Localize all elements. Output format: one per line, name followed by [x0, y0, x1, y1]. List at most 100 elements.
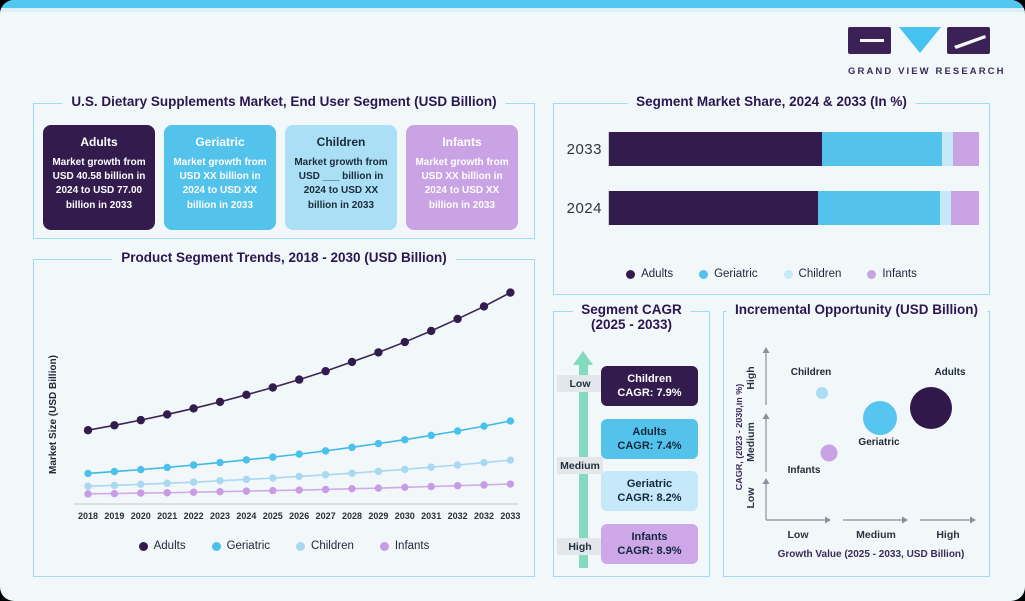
opportunity-y-tick-label: Low	[745, 487, 757, 509]
end-user-card-infants: Infants Market growth from USD XX billion…	[406, 125, 518, 230]
cagr-card-name: Geriatric	[626, 477, 673, 490]
trends-x-tick-label: 2022	[184, 511, 204, 521]
cagr-arrow-up-icon	[573, 351, 593, 365]
y-axis-arrow-icon	[762, 413, 770, 419]
trends-point-infants	[137, 489, 145, 497]
opportunity-x-tick-label: High	[936, 529, 959, 541]
share-legend-label: Geriatric	[714, 268, 758, 280]
trends-point-geriatric	[242, 456, 251, 464]
share-bars-area: 2033 2024	[562, 132, 979, 250]
end-user-card-title: Adults	[80, 135, 118, 149]
cagr-title-line1: Segment CAGR	[581, 302, 682, 317]
cagr-card-children: Children CAGR: 7.9%	[601, 366, 698, 406]
cagr-card-value: CAGR: 7.4%	[617, 440, 682, 452]
panel-incremental-opportunity: Incremental Opportunity (USD Billion) Hi…	[723, 302, 990, 577]
trends-point-geriatric	[453, 427, 462, 435]
trends-point-children	[348, 469, 356, 477]
cagr-card-name: Infants	[631, 530, 668, 543]
cagr-title-line2: (2025 - 2033)	[590, 317, 673, 332]
trends-point-children	[321, 471, 330, 479]
trends-legend-item-geriatric: Geriatric	[211, 540, 270, 552]
share-stacked-bar-2033	[608, 132, 979, 166]
geriatric-legend-dot	[699, 269, 709, 279]
trends-point-adults	[506, 288, 515, 297]
trends-point-geriatric	[374, 439, 383, 448]
x-axis-arrow-icon	[970, 516, 976, 524]
trends-point-adults	[268, 383, 277, 392]
opportunity-x-axis-title: Growth Value (2025 - 2033, USD Billion)	[778, 549, 965, 560]
share-legend: Adults Geriatric Children Infants	[554, 268, 989, 280]
x-axis-arrow-icon	[902, 516, 908, 524]
share-row-2033: 2033	[562, 132, 979, 166]
top-accent-strip-fade	[0, 8, 1025, 12]
opportunity-y-tick-label: High	[745, 366, 757, 389]
trends-y-axis-label: Market Size (USD Billion)	[48, 355, 59, 475]
trends-point-adults	[242, 390, 251, 400]
cagr-card-value: CAGR: 8.2%	[617, 492, 682, 504]
trends-point-children	[84, 482, 92, 490]
share-legend-label: Adults	[641, 268, 674, 280]
trends-point-children	[110, 481, 119, 490]
y-axis-arrow-icon	[762, 347, 770, 353]
trends-point-infants	[216, 487, 224, 496]
trends-point-geriatric	[321, 447, 330, 455]
cagr-card-name: Adults	[632, 425, 667, 438]
end-user-card-body: Market growth from USD ___ billion in 20…	[294, 157, 388, 211]
trends-legend: Adults Geriatric Children Infants	[34, 540, 534, 552]
trends-line-adults	[87, 291, 511, 431]
trends-point-adults	[136, 415, 145, 425]
end-user-card-body: Market growth from USD 40.58 billion in …	[52, 157, 146, 211]
trends-point-infants	[453, 481, 462, 490]
trends-point-infants	[480, 481, 488, 489]
trends-point-geriatric	[506, 417, 515, 425]
trends-point-infants	[295, 486, 303, 494]
trends-point-adults	[347, 357, 357, 367]
cagr-card-value: CAGR: 7.9%	[617, 387, 682, 399]
trends-point-adults	[189, 404, 198, 413]
end-user-card-adults: Adults Market growth from USD 40.58 billi…	[43, 125, 155, 230]
panel-opportunity-title: Incremental Opportunity (USD Billion)	[725, 302, 988, 317]
share-segment-adults	[609, 191, 819, 225]
opportunity-bubble-label: Adults	[934, 367, 966, 378]
trends-x-tick-label: 2021	[157, 511, 177, 521]
trends-legend-item-children: Children	[296, 540, 354, 552]
trends-point-geriatric	[84, 469, 92, 478]
panel-segment-cagr: Segment CAGR (2025 - 2033) Low Medium High…	[553, 302, 710, 577]
trends-point-adults	[453, 314, 462, 324]
share-segment-geriatric	[821, 132, 942, 166]
opportunity-bubble-label: Infants	[788, 465, 821, 476]
panel-trends-title: Product Segment Trends, 2018 - 2030 (USD…	[112, 250, 456, 265]
trends-point-children	[453, 461, 462, 469]
infants-legend-dot	[867, 269, 877, 279]
trends-point-adults	[427, 326, 436, 336]
trends-point-infants	[242, 487, 251, 495]
trends-point-geriatric	[401, 436, 409, 444]
trends-point-geriatric	[427, 431, 435, 440]
trends-point-children	[295, 472, 303, 481]
trends-point-geriatric	[189, 461, 198, 469]
trends-point-adults	[374, 348, 383, 357]
share-segment-adults	[609, 132, 822, 166]
share-year-label: 2033	[566, 140, 602, 158]
trends-legend-label: Infants	[394, 540, 430, 552]
panel-end-user-title: U.S. Dietary Supplements Market, End Use…	[62, 94, 506, 109]
children-legend-dot	[783, 269, 793, 279]
cagr-band-medium: Medium	[557, 457, 603, 474]
end-user-card-children: Children Market growth from USD ___ billi…	[285, 125, 397, 230]
cagr-card-infants: Infants CAGR: 8.9%	[601, 524, 698, 564]
gvr-logo-mark	[848, 27, 990, 54]
panel-end-user-segment: U.S. Dietary Supplements Market, End Use…	[33, 94, 535, 239]
share-segment-infants	[951, 191, 979, 225]
share-legend-item-infants: Infants	[867, 268, 917, 280]
geriatric-legend-dot	[211, 541, 221, 551]
trends-legend-item-infants: Infants	[379, 540, 430, 552]
end-user-cards: Adults Market growth from USD 40.58 billi…	[43, 125, 518, 230]
adults-legend-dot	[138, 541, 148, 551]
trends-line-chart: 2018 2019 2020 2021 2022 2023 2024 2025 2026 2027…	[74, 288, 520, 521]
trends-point-infants	[110, 489, 119, 498]
x-axis-arrow-icon	[825, 516, 831, 524]
cagr-card-adults: Adults CAGR: 7.4%	[601, 419, 698, 459]
share-legend-item-children: Children	[783, 268, 841, 280]
trends-point-geriatric	[137, 465, 145, 474]
